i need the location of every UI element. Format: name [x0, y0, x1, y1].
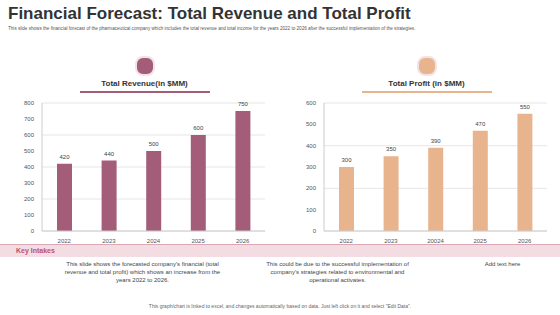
svg-text:2023: 2023 [102, 238, 116, 244]
svg-text:350: 350 [386, 146, 397, 152]
svg-text:20024: 20024 [427, 238, 444, 244]
svg-text:0: 0 [31, 228, 35, 234]
svg-text:300: 300 [306, 164, 317, 170]
svg-text:2026: 2026 [518, 238, 532, 244]
svg-text:2022: 2022 [340, 238, 354, 244]
svg-text:750: 750 [238, 101, 249, 107]
svg-text:400: 400 [306, 142, 317, 148]
svg-text:2025: 2025 [473, 238, 487, 244]
html-text:This slide shows the forecaste: This slide shows the forecasted company'… [64, 261, 221, 283]
html-text:This graph/chart is linked to: This graph/chart is linked to excel, and… [148, 303, 412, 309]
svg-text:600: 600 [193, 125, 204, 131]
html-text:This slide shows the financial: This slide shows the financial forecast … [8, 26, 416, 31]
svg-text:390: 390 [431, 137, 442, 143]
svg-text:440: 440 [104, 150, 115, 156]
svg-text:800: 800 [24, 100, 35, 106]
svg-text:2026: 2026 [236, 238, 250, 244]
svg-text:500: 500 [149, 141, 160, 147]
svg-text:200: 200 [306, 185, 317, 191]
html-text:Key Intakes: Key Intakes [16, 247, 55, 254]
svg-text:2024: 2024 [147, 238, 161, 244]
svg-text:400: 400 [24, 164, 35, 170]
html-text:Total Profit (in $MM): Total Profit (in $MM) [388, 79, 465, 88]
svg-text:100: 100 [306, 206, 317, 212]
html-text:Add text here: Add text here [484, 261, 521, 267]
svg-text:300: 300 [341, 157, 352, 163]
svg-text:600: 600 [306, 100, 317, 106]
svg-text:470: 470 [475, 120, 486, 126]
svg-text:420: 420 [59, 153, 70, 159]
html-text:This could be due to the succe: This could be due to the successful impl… [266, 261, 409, 283]
html-text:Total Revenue(in $MM): Total Revenue(in $MM) [101, 79, 188, 88]
svg-text:500: 500 [306, 121, 317, 127]
svg-text:2025: 2025 [191, 238, 205, 244]
svg-text:2022: 2022 [58, 238, 72, 244]
svg-text:550: 550 [520, 103, 531, 109]
svg-text:100: 100 [24, 212, 35, 218]
html-text:Financial Forecast: Total Reve: Financial Forecast: Total Revenue and To… [8, 4, 411, 23]
svg-text:300: 300 [24, 180, 35, 186]
svg-text:600: 600 [24, 132, 35, 138]
svg-text:200: 200 [24, 196, 35, 202]
svg-text:2023: 2023 [384, 238, 398, 244]
svg-text:700: 700 [24, 116, 35, 122]
svg-text:0: 0 [313, 228, 317, 234]
svg-text:500: 500 [24, 148, 35, 154]
